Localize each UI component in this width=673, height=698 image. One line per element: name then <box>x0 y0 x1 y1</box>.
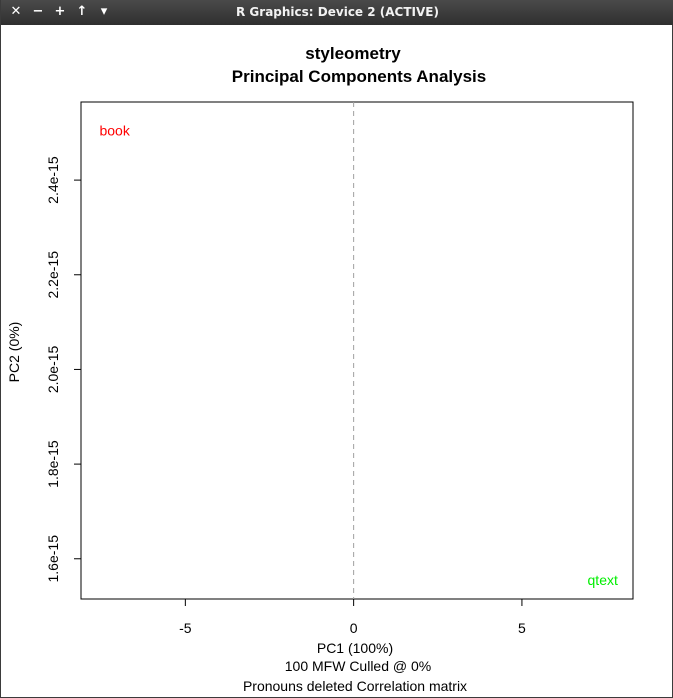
point-label-book: book <box>99 122 130 138</box>
point-label-qtext: qtext <box>588 572 618 588</box>
x-axis-label: PC1 (100%) <box>317 640 393 656</box>
minimize-icon[interactable]: − <box>32 4 44 19</box>
window-title: R Graphics: Device 2 (ACTIVE) <box>236 5 439 19</box>
close-icon[interactable]: ✕ <box>10 4 22 19</box>
pca-plot: styleometry Principal Components Analysi… <box>6 44 634 694</box>
y-axis: 1.6e-15 1.8e-15 2.0e-15 2.2e-15 2.4e-15 <box>45 156 81 583</box>
x-axis: -5 0 5 <box>179 599 526 636</box>
x-tick-label: 5 <box>518 620 526 636</box>
footer-line-1: 100 MFW Culled @ 0% <box>285 658 431 674</box>
maximize-icon[interactable]: + <box>54 4 66 19</box>
y-tick-label: 2.0e-15 <box>45 345 61 393</box>
data-points: book qtext <box>99 122 618 588</box>
y-tick-label: 1.8e-15 <box>45 440 61 488</box>
x-tick-label: -5 <box>179 620 192 636</box>
y-tick-label: 1.6e-15 <box>45 535 61 583</box>
window-menu-icon[interactable]: ▾ <box>100 4 108 19</box>
y-tick-label: 2.2e-15 <box>45 251 61 299</box>
x-tick-label: 0 <box>350 620 358 636</box>
chart-subtitle: Principal Components Analysis <box>232 67 486 86</box>
window-titlebar[interactable]: ✕ − + ↑ ▾ R Graphics: Device 2 (ACTIVE) <box>1 0 673 25</box>
plot-frame <box>80 101 634 600</box>
y-tick-label: 2.4e-15 <box>45 156 61 204</box>
footer-line-2: Pronouns deleted Correlation matrix <box>243 678 467 694</box>
raise-icon[interactable]: ↑ <box>76 4 88 19</box>
chart-title: styleometry <box>305 44 401 63</box>
y-axis-label: PC2 (0%) <box>6 322 22 383</box>
